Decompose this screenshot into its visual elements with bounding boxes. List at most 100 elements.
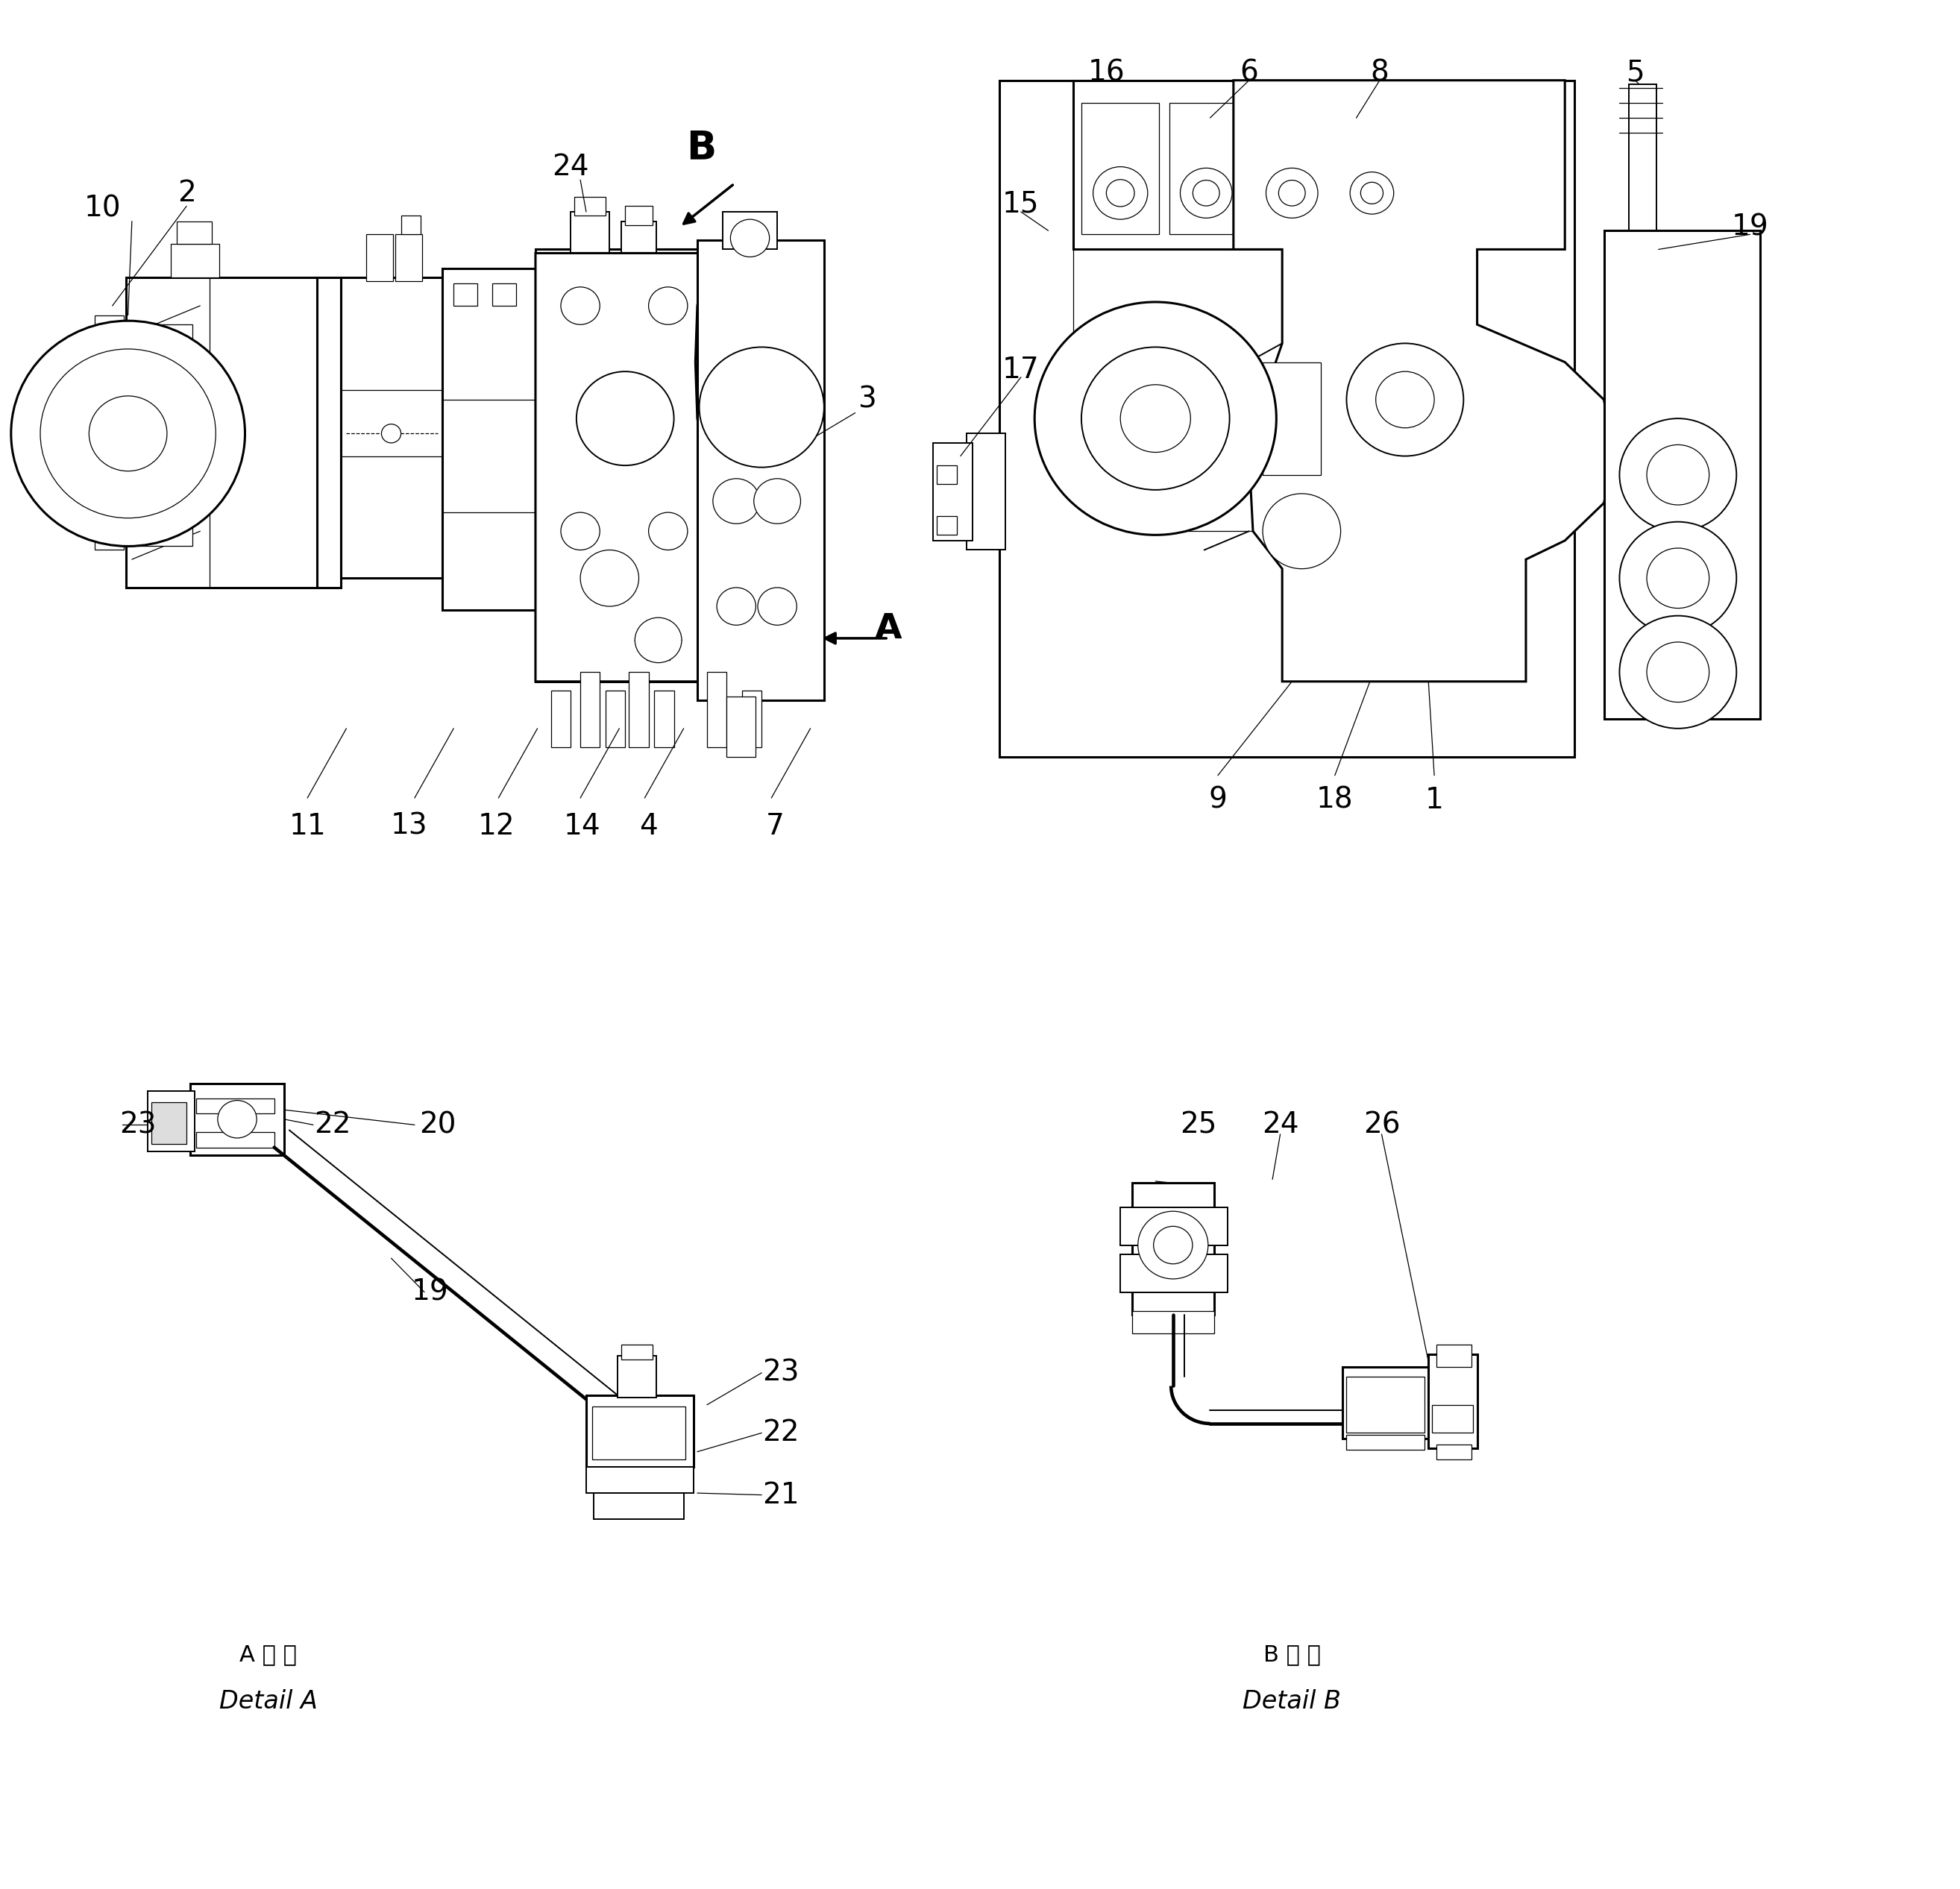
Bar (402, 215, 421, 234)
Circle shape (1094, 166, 1149, 219)
Text: 7: 7 (766, 812, 784, 841)
Bar (625, 206, 653, 225)
Text: 17: 17 (1002, 355, 1039, 383)
Circle shape (1278, 179, 1305, 206)
Bar (137, 385, 192, 427)
Bar (1262, 363, 1321, 474)
Circle shape (382, 425, 402, 442)
Circle shape (1035, 302, 1276, 535)
Bar (586, 1466, 694, 1492)
Circle shape (649, 512, 688, 550)
Circle shape (1350, 172, 1394, 213)
Text: 22: 22 (314, 1111, 351, 1139)
Circle shape (649, 287, 688, 325)
Text: 12: 12 (478, 812, 515, 841)
Bar (621, 1345, 653, 1360)
Circle shape (1121, 385, 1190, 451)
Circle shape (1619, 521, 1737, 635)
Bar (1000, 81, 1574, 757)
Bar (1437, 1345, 1472, 1368)
Bar (937, 516, 956, 535)
Circle shape (1646, 444, 1709, 504)
Text: 21: 21 (762, 1481, 800, 1509)
Bar (1347, 1377, 1425, 1434)
Bar (196, 1099, 274, 1115)
Text: 23: 23 (762, 1358, 800, 1387)
Bar (570, 212, 610, 253)
Bar (933, 442, 972, 540)
Bar (137, 504, 192, 546)
Circle shape (41, 349, 216, 518)
Circle shape (1105, 179, 1135, 206)
Text: A: A (874, 612, 902, 646)
Bar (176, 221, 212, 244)
Text: B 詳 細: B 詳 細 (1264, 1643, 1321, 1666)
Circle shape (1194, 179, 1219, 206)
Bar (621, 221, 657, 268)
Bar (318, 278, 341, 587)
Bar (441, 268, 535, 610)
Text: 14: 14 (564, 812, 602, 841)
Text: 3: 3 (858, 385, 876, 414)
Bar (1082, 102, 1160, 234)
Bar (574, 196, 606, 215)
Text: 10: 10 (84, 195, 122, 223)
Circle shape (700, 348, 823, 467)
Circle shape (755, 478, 800, 523)
Text: Detail A: Detail A (220, 1689, 318, 1713)
Circle shape (717, 587, 757, 625)
Circle shape (1376, 372, 1435, 429)
Bar (1429, 1354, 1478, 1449)
Bar (937, 465, 956, 484)
Bar (1121, 1254, 1227, 1292)
Circle shape (12, 321, 245, 546)
Circle shape (713, 478, 760, 523)
Bar (1343, 1368, 1431, 1439)
Bar (727, 697, 757, 757)
Circle shape (561, 512, 600, 550)
Bar (629, 672, 649, 748)
Circle shape (561, 287, 600, 325)
Bar (49, 404, 102, 493)
Circle shape (731, 219, 770, 257)
Text: 15: 15 (1002, 191, 1039, 219)
Bar (45, 425, 55, 470)
Bar (535, 249, 711, 682)
Bar (492, 283, 515, 306)
Bar (1133, 1311, 1213, 1334)
Text: A 詳 細: A 詳 細 (239, 1643, 298, 1666)
Text: 11: 11 (288, 812, 325, 841)
Text: 4: 4 (639, 812, 659, 841)
Circle shape (1154, 1226, 1192, 1264)
Bar (617, 1356, 657, 1398)
Bar (594, 1492, 684, 1519)
Text: 24: 24 (553, 153, 590, 181)
Circle shape (1619, 419, 1737, 531)
Circle shape (1266, 168, 1317, 217)
Text: 5: 5 (1627, 59, 1644, 87)
Bar (396, 234, 423, 281)
Bar (592, 1407, 686, 1458)
Circle shape (88, 397, 167, 470)
Bar (1133, 1183, 1213, 1315)
Bar (1603, 230, 1760, 720)
Bar (580, 672, 600, 748)
Text: 25: 25 (1180, 1111, 1217, 1139)
Bar (151, 1103, 186, 1143)
Text: 22: 22 (762, 1419, 800, 1447)
Bar (698, 240, 823, 701)
Circle shape (1646, 642, 1709, 703)
Bar (341, 278, 441, 578)
Circle shape (1347, 344, 1464, 455)
Text: 19: 19 (412, 1277, 449, 1305)
Bar (196, 1132, 274, 1147)
Circle shape (218, 1101, 257, 1137)
Bar (1437, 1445, 1472, 1458)
Bar (1347, 1436, 1425, 1451)
Text: 9: 9 (1209, 786, 1227, 814)
Text: 20: 20 (419, 1111, 457, 1139)
Bar (1433, 1405, 1474, 1434)
Circle shape (1262, 493, 1341, 569)
Bar (1341, 102, 1403, 234)
Bar (606, 691, 625, 748)
